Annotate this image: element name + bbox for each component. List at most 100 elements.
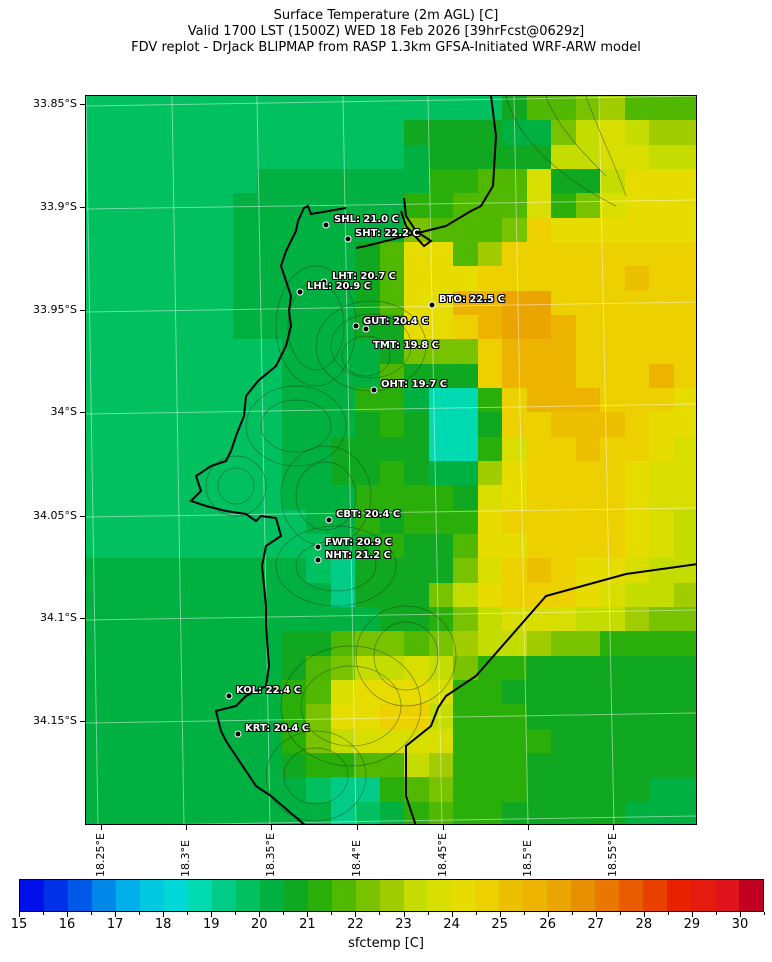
colorbar-bin bbox=[259, 880, 284, 911]
heatmap-cell bbox=[624, 509, 650, 534]
heatmap-cell bbox=[477, 363, 503, 388]
heatmap-cell bbox=[86, 728, 111, 753]
heatmap-cell bbox=[575, 534, 601, 559]
heatmap-cell bbox=[110, 753, 135, 778]
heatmap-cell bbox=[673, 412, 696, 437]
heatmap-cell bbox=[649, 169, 674, 194]
heatmap-cell bbox=[428, 582, 454, 607]
station-label-oht: OHT: 19.7 C bbox=[381, 379, 448, 390]
station-marker-cbt[interactable] bbox=[325, 516, 333, 524]
map-plot-area bbox=[85, 95, 697, 825]
heatmap-cell bbox=[110, 509, 135, 534]
heatmap-cell bbox=[183, 777, 209, 802]
heatmap-cell bbox=[110, 607, 135, 632]
heatmap-cell bbox=[428, 461, 454, 486]
y-tick-label: 34.1°S bbox=[40, 611, 77, 624]
heatmap-cell bbox=[330, 753, 356, 778]
heatmap-cell bbox=[624, 169, 650, 194]
station-marker-gut[interactable] bbox=[352, 322, 360, 330]
heatmap-cell bbox=[330, 388, 356, 413]
heatmap-cell bbox=[208, 290, 233, 315]
station-marker-krt[interactable] bbox=[234, 730, 242, 738]
heatmap-cell bbox=[673, 96, 696, 121]
colorbar-bin bbox=[739, 880, 764, 911]
heatmap-cell bbox=[379, 96, 405, 121]
heatmap-cell bbox=[208, 242, 233, 267]
x-tick-label: 18.25°E bbox=[94, 833, 107, 877]
station-marker-bto[interactable] bbox=[428, 301, 436, 309]
heatmap-cell bbox=[526, 388, 552, 413]
colorbar-bin bbox=[691, 880, 716, 911]
heatmap-cell bbox=[502, 655, 527, 680]
heatmap-cell bbox=[330, 558, 356, 583]
station-marker-oht[interactable] bbox=[370, 386, 378, 394]
station-marker-kol[interactable] bbox=[225, 692, 233, 700]
heatmap-cell bbox=[673, 242, 696, 267]
heatmap-cell bbox=[159, 631, 184, 656]
heatmap-cell bbox=[159, 436, 184, 461]
heatmap-cell bbox=[208, 339, 233, 364]
colorbar-tick bbox=[571, 912, 573, 915]
graticule bbox=[86, 96, 696, 824]
heatmap-cell bbox=[134, 120, 160, 145]
colorbar-bin bbox=[451, 880, 476, 911]
heatmap-cell bbox=[600, 680, 625, 705]
heatmap-cell bbox=[526, 144, 552, 169]
station-marker-lhl[interactable] bbox=[296, 288, 304, 296]
station-marker-sht[interactable] bbox=[344, 235, 352, 243]
heatmap-cell bbox=[526, 753, 552, 778]
heatmap-cell bbox=[281, 704, 307, 729]
heatmap-cell bbox=[159, 193, 184, 218]
station-marker-lht[interactable] bbox=[320, 278, 328, 286]
heatmap-cell bbox=[208, 169, 233, 194]
heatmap-cell bbox=[208, 120, 233, 145]
colorbar-bin bbox=[403, 880, 428, 911]
colorbar-tick-label: 21 bbox=[299, 917, 316, 932]
heatmap-cell bbox=[379, 169, 405, 194]
y-tick bbox=[80, 412, 85, 413]
heatmap-cell bbox=[306, 96, 331, 121]
station-label-tmt: TMT: 19.8 C bbox=[373, 340, 440, 351]
colorbar-tick bbox=[619, 912, 621, 915]
station-marker-tmt[interactable] bbox=[362, 325, 370, 333]
heatmap-cell bbox=[526, 436, 552, 461]
terrain-contours bbox=[205, 96, 627, 822]
heatmap-cell bbox=[428, 169, 454, 194]
heatmap-cell bbox=[428, 485, 454, 510]
colorbar-tick-label: 25 bbox=[491, 917, 508, 932]
heatmap-cell bbox=[502, 534, 527, 559]
heatmap-cell bbox=[257, 290, 282, 315]
heatmap-cell bbox=[404, 412, 429, 437]
station-marker-nht[interactable] bbox=[314, 556, 322, 564]
heatmap-cell bbox=[600, 363, 625, 388]
x-tick bbox=[613, 825, 614, 830]
station-label-gut: GUT: 20.4 C bbox=[363, 316, 429, 327]
heatmap-cell bbox=[551, 680, 576, 705]
heatmap-cell bbox=[428, 144, 454, 169]
heatmap-cell bbox=[134, 266, 160, 291]
heatmap-cell bbox=[673, 485, 696, 510]
heatmap-cell bbox=[453, 509, 478, 534]
heatmap-cell bbox=[232, 485, 258, 510]
heatmap-cell bbox=[183, 582, 209, 607]
heatmap-cell bbox=[183, 144, 209, 169]
station-marker-fwt[interactable] bbox=[314, 543, 322, 551]
station-label-nht: NHT: 21.2 C bbox=[325, 550, 391, 561]
heatmap-cell bbox=[208, 363, 233, 388]
heatmap-cell bbox=[134, 607, 160, 632]
heatmap-cell bbox=[257, 363, 282, 388]
heatmap-cell bbox=[379, 461, 405, 486]
heatmap-cell bbox=[232, 339, 258, 364]
heatmap-cell bbox=[110, 363, 135, 388]
colorbar-bin bbox=[211, 880, 236, 911]
heatmap-cell bbox=[281, 120, 307, 145]
heatmap-cell bbox=[673, 777, 696, 802]
heatmap-cell bbox=[649, 777, 674, 802]
heatmap-cell bbox=[110, 436, 135, 461]
station-marker-shl[interactable] bbox=[322, 221, 330, 229]
heatmap-cell bbox=[257, 461, 282, 486]
y-tick-label: 34.15°S bbox=[33, 714, 77, 727]
heatmap-cell bbox=[404, 485, 429, 510]
heatmap-cell bbox=[600, 120, 625, 145]
y-tick bbox=[80, 310, 85, 311]
